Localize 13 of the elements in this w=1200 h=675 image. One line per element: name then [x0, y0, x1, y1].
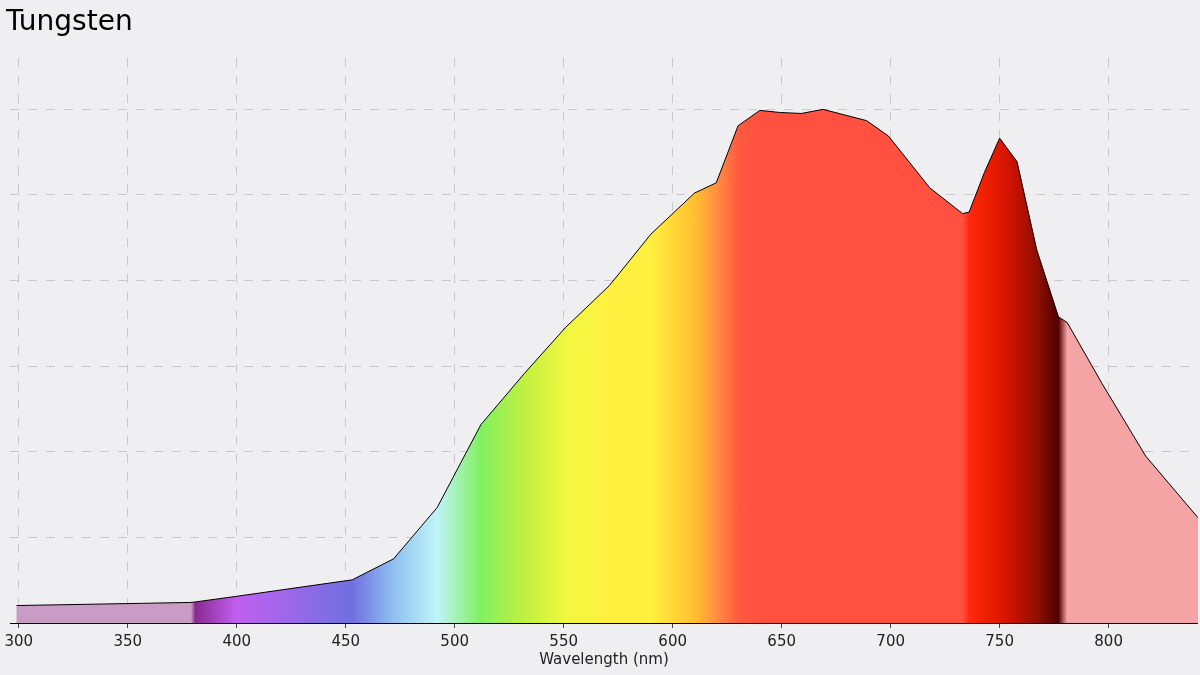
chart-title: Tungsten — [5, 3, 133, 37]
x-tick-label: 750 — [985, 632, 1014, 650]
x-tick-label: 550 — [549, 632, 578, 650]
x-tick-label: 350 — [113, 632, 143, 650]
x-tick-label: 300 — [4, 632, 34, 650]
x-tick-label: 700 — [876, 632, 905, 650]
x-tick-label: 650 — [767, 632, 796, 650]
x-tick-label: 500 — [440, 632, 469, 650]
x-tick-label: 800 — [1094, 632, 1123, 650]
x-axis-title: Wavelength (nm) — [539, 650, 669, 668]
x-tick-label: 400 — [222, 632, 252, 650]
x-tick-label: 600 — [658, 632, 687, 650]
x-tick-label: 450 — [331, 632, 361, 650]
